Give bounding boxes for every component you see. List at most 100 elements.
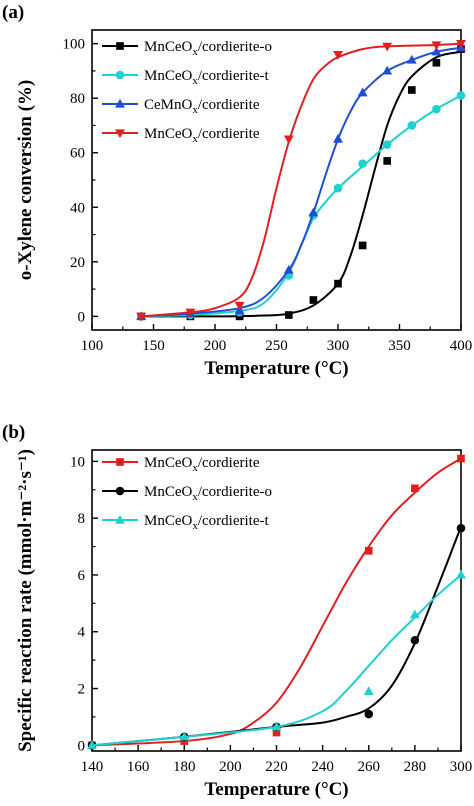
chart-panel-a: 100 150 200 250 300 350 400 0 20 40 60 80 100 Tempera… (2, 2, 472, 379)
legend-label-main: MnCeO (144, 39, 193, 55)
x-axis-label: Temperature (°C) (204, 358, 348, 379)
x-tick-label: 150 (142, 338, 165, 354)
series-line (91, 574, 462, 747)
legend-swatch-marker (115, 98, 125, 108)
data-point (334, 279, 342, 288)
legend-item: CeMnOx/cordierite (102, 97, 260, 116)
panel-label: (a) (2, 2, 24, 23)
legend-label-rest: /cordierite-o (198, 484, 272, 500)
data-point (271, 721, 282, 731)
legend-label-main: MnCeO (144, 455, 193, 471)
y-tick-label: 80 (70, 91, 85, 107)
x-tick-label: 260 (358, 759, 381, 775)
series-0 (137, 45, 465, 321)
series-3 (136, 40, 466, 322)
y-tick-label: 0 (78, 738, 86, 754)
data-point (87, 740, 97, 749)
data-point (382, 140, 392, 149)
series-1 (87, 523, 466, 750)
data-point (283, 135, 294, 145)
legend-label-subscript: x (192, 133, 198, 145)
x-tick-label: 350 (388, 338, 411, 354)
series-2 (136, 42, 466, 320)
data-point (456, 569, 466, 579)
data-point (407, 86, 416, 94)
y-tick-label: 8 (78, 511, 86, 527)
y-tick-label: 40 (70, 200, 85, 216)
x-tick-label: 180 (173, 759, 196, 775)
y-tick-label: 2 (78, 682, 86, 698)
x-tick-label: 250 (265, 338, 288, 354)
legend-label: MnCeOx/cordierite (144, 126, 260, 145)
x-tick-label: 200 (219, 759, 242, 775)
data-point (407, 121, 417, 130)
legend-label-subscript: x (192, 104, 198, 116)
y-axis-label: o-Xylene conversion (%) (15, 80, 36, 281)
legend-label-rest: /cordierite-t (198, 513, 270, 529)
data-point (283, 264, 294, 274)
data-point (431, 46, 442, 56)
legend-label-subscript: x (192, 462, 198, 474)
legend-item: MnCeOx/cordierite-t (102, 513, 269, 532)
x-tick-label: 160 (127, 759, 150, 775)
data-point (136, 312, 147, 322)
legend-item: MnCeOx/cordierite (102, 455, 260, 474)
y-axis-label: Specific reaction rate (mmol·m⁻²·s⁻¹) (15, 449, 36, 752)
data-point (333, 183, 343, 193)
data-point (411, 484, 419, 493)
y-tick-label: 6 (78, 568, 86, 584)
panel-label: (b) (2, 422, 25, 443)
data-point (383, 157, 392, 165)
x-tick-label: 220 (265, 759, 288, 775)
x-tick-label: 240 (311, 759, 334, 775)
data-point (432, 58, 441, 67)
x-tick-label: 100 (81, 338, 104, 354)
data-point (308, 207, 319, 217)
legend-label: MnCeOx/cordierite (144, 455, 260, 474)
legend-item: MnCeOx/cordierite (102, 126, 260, 145)
data-point (382, 65, 393, 75)
data-point (364, 546, 373, 555)
legend: MnCeOx/cordierite-oMnCeOx/cordierite-tCe… (102, 39, 272, 145)
data-point (363, 686, 374, 695)
x-axis-label: Temperature (°C) (204, 779, 348, 800)
legend-label-main: MnCeO (144, 68, 193, 84)
data-point (358, 241, 367, 250)
x-tick-label: 300 (450, 759, 473, 775)
data-point (409, 609, 420, 619)
data-point (457, 454, 465, 463)
data-point (185, 308, 196, 318)
legend-label-subscript: x (192, 520, 198, 532)
legend-label-main: MnCeO (144, 513, 193, 529)
legend-label: MnCeOx/cordierite-o (144, 484, 272, 503)
y-tick-label: 20 (70, 255, 85, 271)
data-point (333, 50, 343, 60)
series-line (91, 526, 462, 747)
y-tick-label: 0 (78, 309, 86, 325)
legend-swatch-marker (115, 486, 125, 496)
legend-item: MnCeOx/cordierite-t (102, 68, 269, 87)
legend-swatch-marker (116, 42, 124, 50)
series-line (91, 457, 462, 747)
data-point (432, 104, 441, 114)
legend-label-rest: /cordierite (198, 455, 260, 471)
legend-item: MnCeOx/cordierite-o (102, 484, 272, 503)
legend-swatch-marker (115, 70, 125, 80)
x-tick-label: 200 (204, 338, 227, 354)
x-tick-label: 300 (327, 338, 350, 354)
data-point (406, 54, 417, 64)
data-point (456, 523, 466, 533)
legend-label-subscript: x (192, 75, 198, 87)
data-point (410, 635, 420, 645)
data-point (272, 728, 281, 737)
chart-panel-b: 140 160 180 200 220 240 260 280 300 0 2 4 6 8 10 Temper… (2, 422, 472, 800)
data-point (357, 87, 368, 97)
data-point (364, 709, 374, 719)
series-2 (87, 569, 466, 749)
series-line (141, 46, 462, 318)
y-tick-label: 10 (70, 454, 85, 470)
legend-label-rest: /cordierite (198, 97, 260, 113)
legend: MnCeOx/cordieriteMnCeOx/cordierite-oMnCe… (102, 455, 272, 532)
data-point (309, 296, 318, 304)
